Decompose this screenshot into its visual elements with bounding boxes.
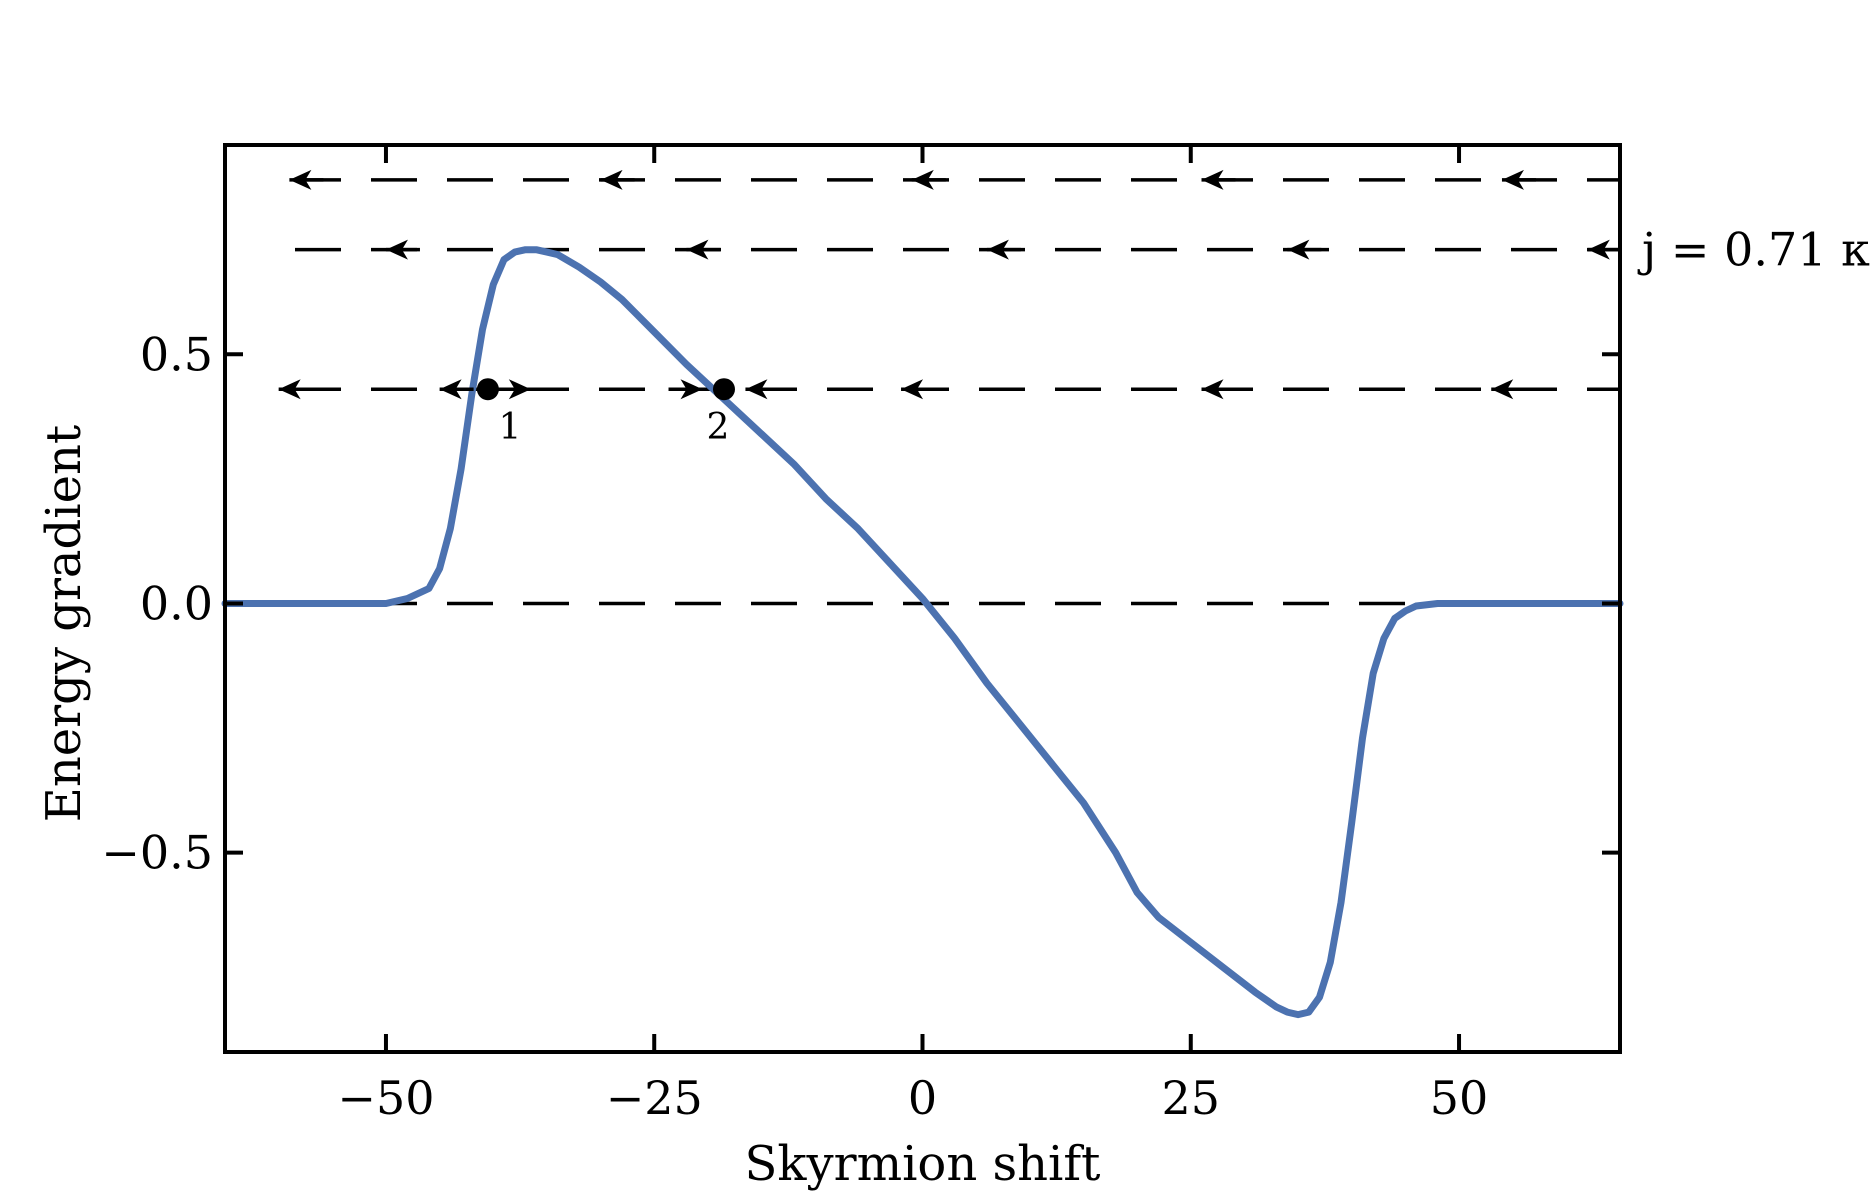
flow-arrow-left-0.43-1	[901, 379, 936, 400]
flow-arrow-left-0.43-2	[1201, 379, 1236, 400]
arrow-head	[508, 379, 531, 400]
arrow-head	[1287, 239, 1310, 260]
fixed-point-1-right-arrow	[496, 379, 531, 400]
fixed-point-marker	[712, 378, 735, 401]
flow-arrow-left-0.85-0	[289, 169, 324, 190]
arrow-head	[1587, 239, 1610, 260]
arrow-head	[686, 239, 709, 260]
arrow-head	[1501, 169, 1524, 190]
flow-arrow-left-0.71-3	[1287, 239, 1322, 260]
fixed-point-2-left-arrow	[745, 379, 780, 400]
arrow-head	[600, 169, 623, 190]
flow-arrow-left-0.85-4	[1501, 169, 1536, 190]
flow-arrow-left-0.43-3	[1491, 379, 1526, 400]
flow-arrow-left-0.85-1	[600, 169, 635, 190]
x-axis-label: Skyrmion shift	[745, 1136, 1101, 1192]
arrow-head	[986, 239, 1009, 260]
arrow-head	[439, 379, 462, 400]
arrow-head	[745, 379, 768, 400]
current-density-label: j = 0.71 κ	[1637, 223, 1870, 277]
x-tick-label: 0	[908, 1071, 937, 1125]
current-lines	[295, 178, 1620, 606]
flow-arrow-left-0.71-4	[1587, 239, 1622, 260]
arrow-head	[680, 379, 703, 400]
flow-arrows	[278, 169, 1622, 400]
plot-series	[221, 246, 1624, 1019]
arrow-head	[901, 379, 924, 400]
arrow-head	[1201, 379, 1224, 400]
fixed-point-marker	[476, 378, 499, 401]
flow-arrow-left-0.71-2	[986, 239, 1021, 260]
flow-arrow-left-0.71-0	[385, 239, 420, 260]
flow-arrow-left-0.71-1	[686, 239, 721, 260]
arrow-head	[289, 169, 312, 190]
arrow-head	[1491, 379, 1514, 400]
flow-arrow-left-0.85-3	[1201, 169, 1236, 190]
fixed-point-label: 1	[498, 407, 521, 448]
arrow-head	[278, 379, 301, 400]
x-tick-label: 25	[1161, 1071, 1220, 1125]
x-tick-label: −25	[606, 1071, 703, 1125]
y-tick-label: 0.5	[140, 327, 213, 381]
axis-ticks: −50 −25 0 25 50 −0.5 0.0 0.5	[101, 145, 1620, 1125]
fixed-point-2-right-arrow	[668, 379, 703, 400]
x-tick-label: 50	[1430, 1071, 1489, 1125]
arrow-head	[911, 169, 934, 190]
arrow-head	[385, 239, 408, 260]
fixed-point-1-left-arrow	[439, 379, 474, 400]
flow-arrow-left-0.43-0	[278, 379, 313, 400]
y-tick-label: 0.0	[140, 576, 213, 630]
flow-arrow-left-0.85-2	[911, 169, 946, 190]
arrow-head	[1201, 169, 1224, 190]
y-axis-label: Energy gradient	[36, 425, 92, 822]
x-tick-label: −50	[337, 1071, 434, 1125]
energy-gradient-line	[221, 246, 1624, 1019]
fixed-point-label: 2	[707, 407, 730, 448]
y-tick-label: −0.5	[101, 826, 213, 880]
